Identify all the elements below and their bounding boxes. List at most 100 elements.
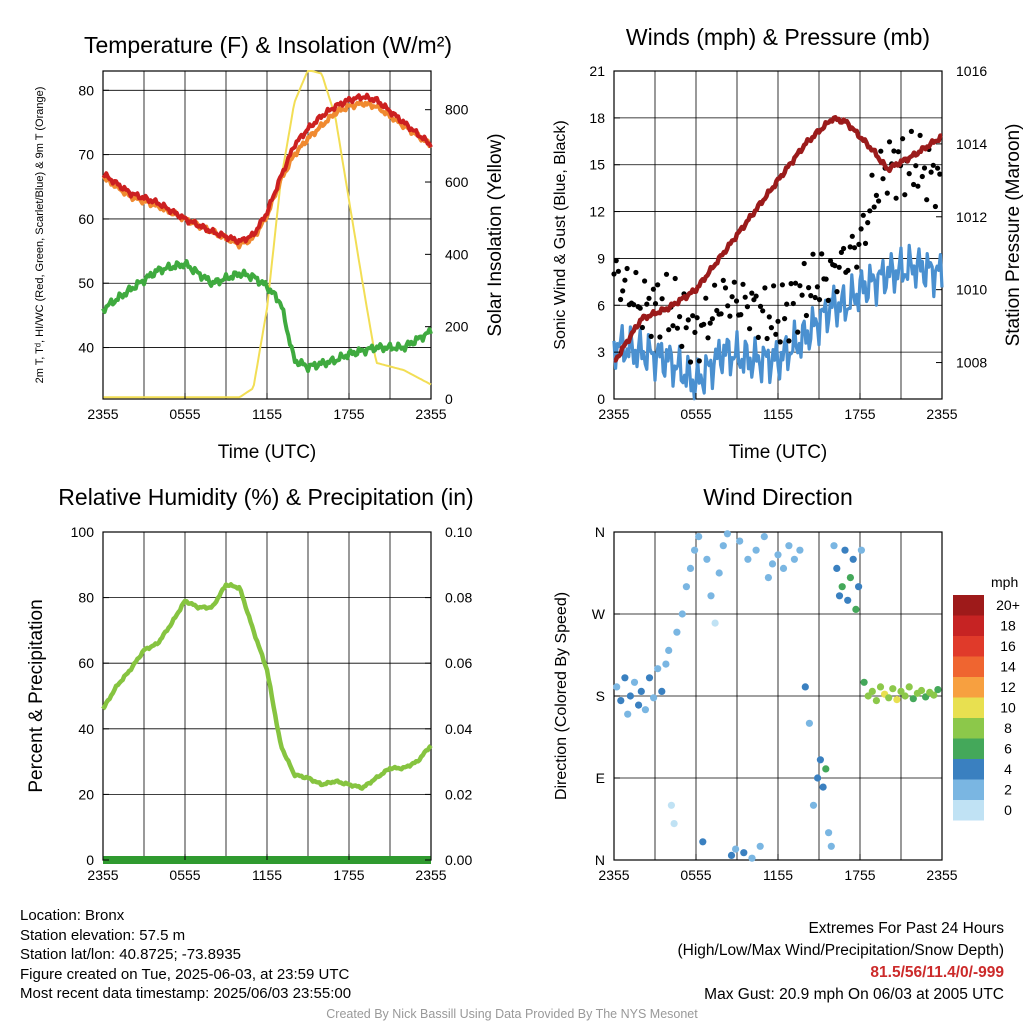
- direction-point: [779, 564, 788, 573]
- direction-point: [855, 583, 863, 591]
- y-tick-label-right: 400: [445, 246, 469, 262]
- direction-point: [691, 546, 699, 554]
- x-tick-label: 2355: [926, 406, 957, 422]
- direction-point: [756, 842, 764, 850]
- gust-point: [642, 278, 648, 284]
- direction-point: [673, 628, 681, 636]
- gust-point: [701, 321, 707, 327]
- gust-point: [799, 292, 805, 298]
- series-line: [101, 92, 433, 246]
- legend-swatch: [953, 636, 984, 657]
- gust-point: [902, 192, 908, 198]
- direction-point: [682, 583, 691, 591]
- x-tick-label: 0555: [169, 867, 200, 883]
- y-tick-label-left: 40: [78, 721, 94, 737]
- gust-point: [832, 263, 838, 269]
- y-tick-label-left: S: [596, 688, 605, 704]
- y-tick-label-left: W: [592, 606, 606, 622]
- legend-label: 18: [1000, 618, 1016, 634]
- gust-point: [900, 136, 906, 142]
- direction-point: [816, 756, 825, 764]
- x-tick-label: 1155: [252, 406, 282, 422]
- gust-point: [663, 271, 670, 277]
- x-tick-label: 1155: [252, 867, 282, 883]
- x-tick-label: 1755: [844, 406, 875, 422]
- direction-point: [645, 674, 654, 682]
- gust-point: [644, 301, 650, 307]
- direction-point: [654, 665, 662, 673]
- gust-point: [803, 312, 810, 319]
- legend-label: 2: [1004, 782, 1012, 798]
- gust-point: [729, 294, 735, 300]
- direction-point: [630, 678, 639, 686]
- direction-point: [723, 530, 732, 538]
- y-tick-label-left: 12: [589, 204, 605, 220]
- gust-point: [650, 286, 657, 292]
- direction-point: [658, 687, 666, 696]
- direction-point: [626, 692, 635, 700]
- y-tick-label-left: 70: [78, 147, 94, 163]
- direction-point: [670, 820, 678, 828]
- legend-label: 16: [1000, 638, 1016, 654]
- gust-point: [784, 301, 790, 307]
- gust-point: [738, 312, 744, 318]
- direction-point: [909, 695, 917, 703]
- gust-point: [908, 128, 915, 134]
- y-tick-label-left: 3: [597, 344, 605, 360]
- gust-point: [690, 313, 696, 319]
- extremes-heading: Extremes For Past 24 Hours: [808, 920, 1004, 937]
- gust-point: [911, 181, 917, 188]
- station-latlon: Station lat/lon: 40.8725; -73.8935: [20, 946, 242, 963]
- y-tick-label-right: 1016: [956, 63, 987, 79]
- wind-ylabel-right: Station Pressure (Maroon): [1003, 124, 1024, 347]
- x-tick-label: 2355: [415, 867, 446, 883]
- gust-point: [615, 268, 622, 274]
- gust-point: [790, 300, 796, 307]
- station-location: Location: Bronx: [20, 907, 125, 924]
- direction-point: [748, 854, 756, 862]
- gust-point: [810, 251, 816, 257]
- direction-point: [901, 692, 909, 700]
- gust-point: [808, 293, 814, 299]
- x-tick-label: 0555: [169, 406, 200, 422]
- speed-legend: mph 20+ 18 16 14 12 10 8 6 4 2 0: [953, 574, 1020, 821]
- y-tick-label-left: 18: [589, 110, 605, 126]
- gust-point: [797, 283, 803, 289]
- wind-ylabel-left: Sonic Wind & Gust (Blue, Black): [552, 120, 569, 349]
- gust-point: [722, 285, 729, 291]
- gust-point: [692, 329, 698, 335]
- max-gust: Max Gust: 20.9 mph On 06/03 at 2005 UTC: [704, 986, 1004, 1003]
- gust-point: [854, 264, 860, 270]
- gust-point: [618, 296, 624, 303]
- gust-point: [631, 302, 637, 308]
- x-tick-label: 1755: [844, 867, 875, 883]
- temp-title: Temperature (F) & Insolation (W/m²): [84, 32, 452, 58]
- gust-point: [823, 276, 829, 282]
- gust-point: [666, 327, 672, 333]
- gust-point: [775, 318, 781, 324]
- gust-point: [744, 304, 751, 310]
- gust-point: [633, 269, 639, 276]
- gust-point: [884, 190, 890, 196]
- direction-point: [637, 687, 645, 696]
- gust-point: [836, 264, 842, 270]
- gust-point: [762, 285, 768, 291]
- x-tick-label: 1755: [333, 867, 364, 883]
- gust-point: [648, 333, 654, 339]
- direction-point: [833, 564, 841, 573]
- gust-point: [825, 297, 831, 303]
- gust-point: [915, 183, 921, 189]
- y-tick-label-right: 0.02: [445, 786, 472, 802]
- y-tick-label-left: E: [596, 770, 605, 786]
- direction-point: [893, 696, 901, 704]
- direction-point: [796, 546, 804, 554]
- direction-point: [727, 851, 736, 860]
- gust-point: [924, 197, 930, 203]
- gust-point: [725, 303, 731, 309]
- gust-point: [773, 331, 779, 337]
- y-tick-label-left: 60: [78, 655, 94, 671]
- direction-point: [678, 610, 686, 618]
- gust-point: [655, 282, 661, 288]
- gust-point: [921, 165, 928, 171]
